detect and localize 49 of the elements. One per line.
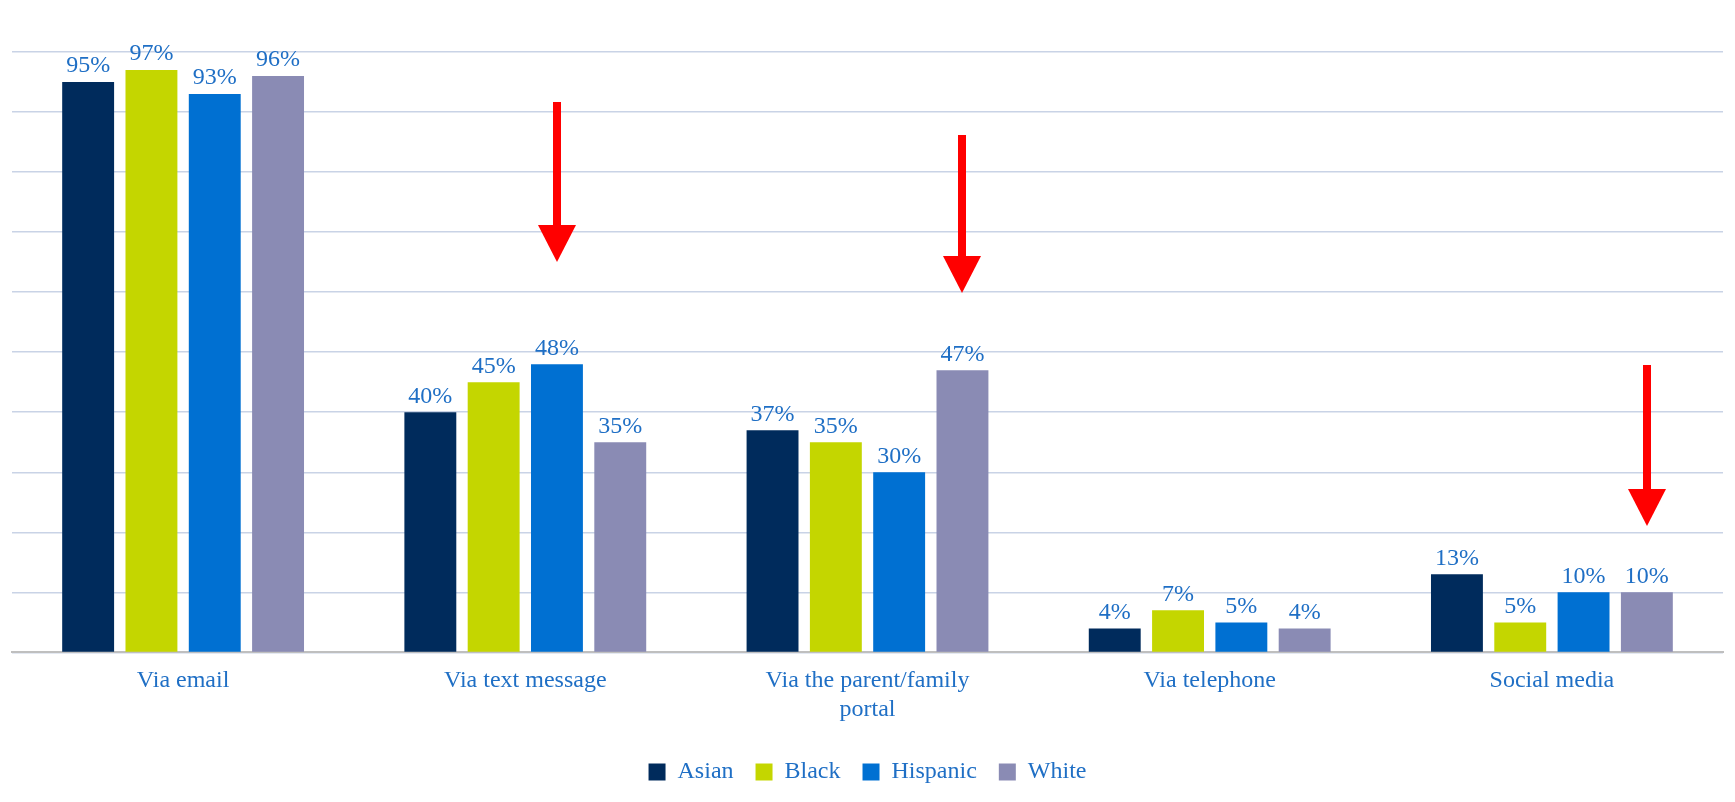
data-label: 40%: [408, 381, 453, 408]
bar: [1494, 622, 1547, 652]
data-label: 37%: [750, 399, 795, 426]
bar: [1430, 574, 1483, 652]
x-tick-label: Social media: [1489, 666, 1615, 693]
legend-label: Hispanic: [891, 757, 977, 784]
bar: [125, 70, 178, 652]
data-label: 10%: [1561, 561, 1606, 588]
bar: [936, 370, 989, 652]
data-label: 96%: [256, 45, 301, 72]
data-label: 10%: [1624, 561, 1669, 588]
x-tick-label: Via email: [136, 666, 230, 693]
bar: [404, 412, 457, 652]
bar: [252, 76, 305, 652]
x-tick-label: Via text message: [444, 666, 607, 693]
bar: [594, 442, 647, 652]
data-label: 97%: [129, 39, 174, 66]
bar: [1557, 592, 1610, 652]
data-label: 45%: [471, 351, 516, 378]
data-label: 5%: [1504, 591, 1537, 618]
bar: [809, 442, 862, 652]
legend-label: White: [1027, 757, 1087, 784]
bar: [467, 382, 520, 652]
bar: [746, 430, 799, 652]
data-label: 35%: [813, 411, 858, 438]
data-label: 7%: [1162, 579, 1195, 606]
bar: [531, 364, 583, 652]
bar: [62, 82, 115, 652]
data-label: 4%: [1288, 597, 1321, 624]
data-label: 48%: [534, 333, 579, 360]
bar: [1152, 610, 1204, 652]
bar: [188, 94, 241, 652]
data-label: 4%: [1098, 597, 1131, 624]
data-label: 47%: [940, 339, 985, 366]
data-label: 30%: [877, 441, 922, 468]
data-label: 93%: [192, 63, 237, 90]
x-tick-label: Via the parent/family portal: [765, 666, 970, 721]
data-label: 13%: [1434, 543, 1479, 570]
bar: [1215, 622, 1268, 652]
legend-label: Black: [784, 757, 841, 784]
x-tick-label: Via telephone: [1143, 666, 1276, 693]
bar: [1620, 592, 1673, 652]
data-label: 95%: [66, 51, 111, 78]
bar: [1088, 628, 1141, 652]
legend-label: Asian: [677, 757, 734, 784]
data-label: 35%: [598, 411, 643, 438]
bar: [1278, 628, 1331, 652]
bar: [873, 472, 926, 652]
data-label: 5%: [1225, 591, 1258, 618]
